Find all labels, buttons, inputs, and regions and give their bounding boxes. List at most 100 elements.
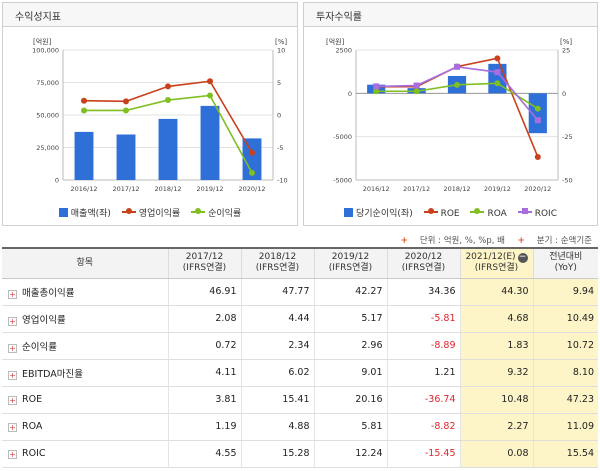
value-cell: 10.72 xyxy=(532,332,598,360)
data-point xyxy=(249,169,255,176)
value-cell: 2.96 xyxy=(313,332,387,360)
bar-swatch xyxy=(344,208,353,217)
bar xyxy=(116,134,136,180)
data-point xyxy=(373,83,380,90)
column-header-label: 2020/12 xyxy=(404,252,443,263)
x-tick-label: 2020/12 xyxy=(238,185,265,193)
x-tick-label: 2018/12 xyxy=(154,185,181,193)
unit-note: + 단위 : 억원, %, %p, 배 xyxy=(400,236,505,246)
right-tick-label: 5 xyxy=(277,79,281,87)
table-notes: + 단위 : 억원, %, %p, 배 + 분기 : 순액기준 xyxy=(391,234,592,246)
left-tick-label: 75,000 xyxy=(36,79,59,87)
legend-sales[interactable]: 매출액(좌) xyxy=(58,206,111,219)
line-swatch xyxy=(191,208,206,216)
bar xyxy=(528,93,547,134)
value-cell: 4.68 xyxy=(459,305,533,333)
bar xyxy=(158,118,178,180)
data-point xyxy=(207,78,213,85)
left-tick-label: 25,000 xyxy=(36,144,59,152)
right-tick-label: -10 xyxy=(277,177,288,185)
period-note: + 분기 : 순액기준 xyxy=(517,236,592,246)
data-point xyxy=(165,97,171,104)
value-cell: 15.28 xyxy=(240,440,314,468)
collapse-estimate-icon[interactable]: − xyxy=(517,252,528,264)
value-cell: 1.21 xyxy=(386,359,460,387)
legend-net-margin[interactable]: 순이익률 xyxy=(191,206,241,219)
column-header-sublabel: (IFRS연결) xyxy=(474,263,519,274)
legend-op-margin[interactable]: 영업이익률 xyxy=(121,206,180,219)
row-label-cell: + ROIC xyxy=(2,440,168,468)
profitability-chart: [억원] [%]10 5 0 -5 -10 100,000 75,000 50,000 25,00… xyxy=(32,37,288,193)
left-tick-label: -5000 xyxy=(333,177,352,185)
expand-row-icon[interactable]: + xyxy=(8,316,17,326)
left-tick-label: 50,000 xyxy=(36,112,59,120)
row-label: 순이익률 xyxy=(22,341,57,353)
row-label: ROA xyxy=(22,421,43,432)
right-axis-unit: [%] xyxy=(275,38,287,46)
investment-legend: 당기순이익(좌) ROE ROA ROIC xyxy=(304,206,597,219)
data-point xyxy=(207,92,213,99)
investment-returns-title: 투자수익률 xyxy=(304,3,597,27)
legend-roa[interactable]: ROA xyxy=(470,208,507,219)
column-header-label: 2019/12 xyxy=(331,252,370,263)
profitability-legend: 매출액(좌) 영업이익률 순이익률 xyxy=(3,206,297,219)
right-tick-label: -5 xyxy=(277,144,283,152)
left-tick-label: -5000 xyxy=(333,133,352,141)
investment-returns-panel: 투자수익률 [억원] [%] 25 0 -25 -50 2500 0 -5000 -5000 201… xyxy=(303,2,598,226)
column-header-label: 2021/12(E) xyxy=(465,252,516,263)
data-point xyxy=(494,55,501,62)
expand-row-icon[interactable]: + xyxy=(8,396,17,405)
table-row: + 순이익률 0.72 2.34 2.96 -8.89 1.83 10.72 xyxy=(2,332,598,360)
value-cell: 34.36 xyxy=(386,278,460,306)
data-point xyxy=(534,105,541,112)
table-row: + ROE 3.81 15.41 20.16 -36.74 10.48 47.23 xyxy=(2,386,598,414)
right-axis-unit: [%] xyxy=(560,38,572,46)
legend-roic[interactable]: ROIC xyxy=(517,208,557,219)
profitability-title: 수익성지표 xyxy=(3,3,297,27)
row-label: EBITDA마진율 xyxy=(22,368,83,380)
column-header-6: 전년대비 (YoY) xyxy=(532,247,598,279)
table-body: + 매출총이익률 46.91 47.77 42.27 34.36 44.30 9.94 + 영업이… xyxy=(2,278,598,468)
row-label: ROIC xyxy=(22,448,46,459)
expand-row-icon[interactable]: + xyxy=(8,370,17,380)
value-cell: 1.19 xyxy=(167,413,241,441)
x-tick-label: 2016/12 xyxy=(363,185,390,193)
value-cell: 11.09 xyxy=(532,413,598,441)
left-tick-label: 2500 xyxy=(335,47,352,55)
bar xyxy=(200,105,220,180)
x-tick-label: 2017/12 xyxy=(112,185,139,193)
data-point xyxy=(534,153,541,160)
right-tick-label: 0 xyxy=(562,90,566,98)
column-header-sublabel: (IFRS연결) xyxy=(401,263,446,274)
column-header-sublabel: (YoY) xyxy=(554,263,577,274)
legend-roe[interactable]: ROE xyxy=(423,208,460,219)
column-header-sublabel: (IFRS연결) xyxy=(182,263,227,274)
expand-row-icon[interactable]: + xyxy=(8,450,17,459)
value-cell: 9.32 xyxy=(459,359,533,387)
value-cell: 1.83 xyxy=(459,332,533,360)
value-cell: -15.45 xyxy=(386,440,460,468)
expand-row-icon[interactable]: + xyxy=(8,423,17,432)
expand-row-icon[interactable]: + xyxy=(8,289,17,299)
row-label-cell: + ROE xyxy=(2,386,168,414)
value-cell: 0.08 xyxy=(459,440,533,468)
data-point xyxy=(454,81,460,88)
column-header-0: 항목 xyxy=(2,247,168,279)
data-point xyxy=(413,88,420,95)
expand-row-icon[interactable]: + xyxy=(8,343,17,353)
value-cell: 3.81 xyxy=(167,386,241,414)
right-tick-label: 10 xyxy=(277,47,285,55)
left-axis-unit: [억원] xyxy=(326,37,345,46)
value-cell: 6.02 xyxy=(240,359,314,387)
value-cell: 8.10 xyxy=(532,359,598,387)
row-label: 매출총이익률 xyxy=(22,287,75,299)
left-tick-label: 0 xyxy=(348,90,352,98)
value-cell: 2.08 xyxy=(167,305,241,333)
bar xyxy=(74,131,94,180)
row-label-cell: + 매출총이익률 xyxy=(2,278,168,306)
right-tick-label: 0 xyxy=(277,112,281,120)
legend-net-income[interactable]: 당기순이익(좌) xyxy=(344,206,413,219)
line-swatch xyxy=(470,208,485,216)
ratio-table: 항목 2017/12 (IFRS연결) 2018/12 (IFRS연결) 2019/12(… xyxy=(2,247,598,468)
column-header-3: 2019/12 (IFRS연결) xyxy=(313,247,387,279)
